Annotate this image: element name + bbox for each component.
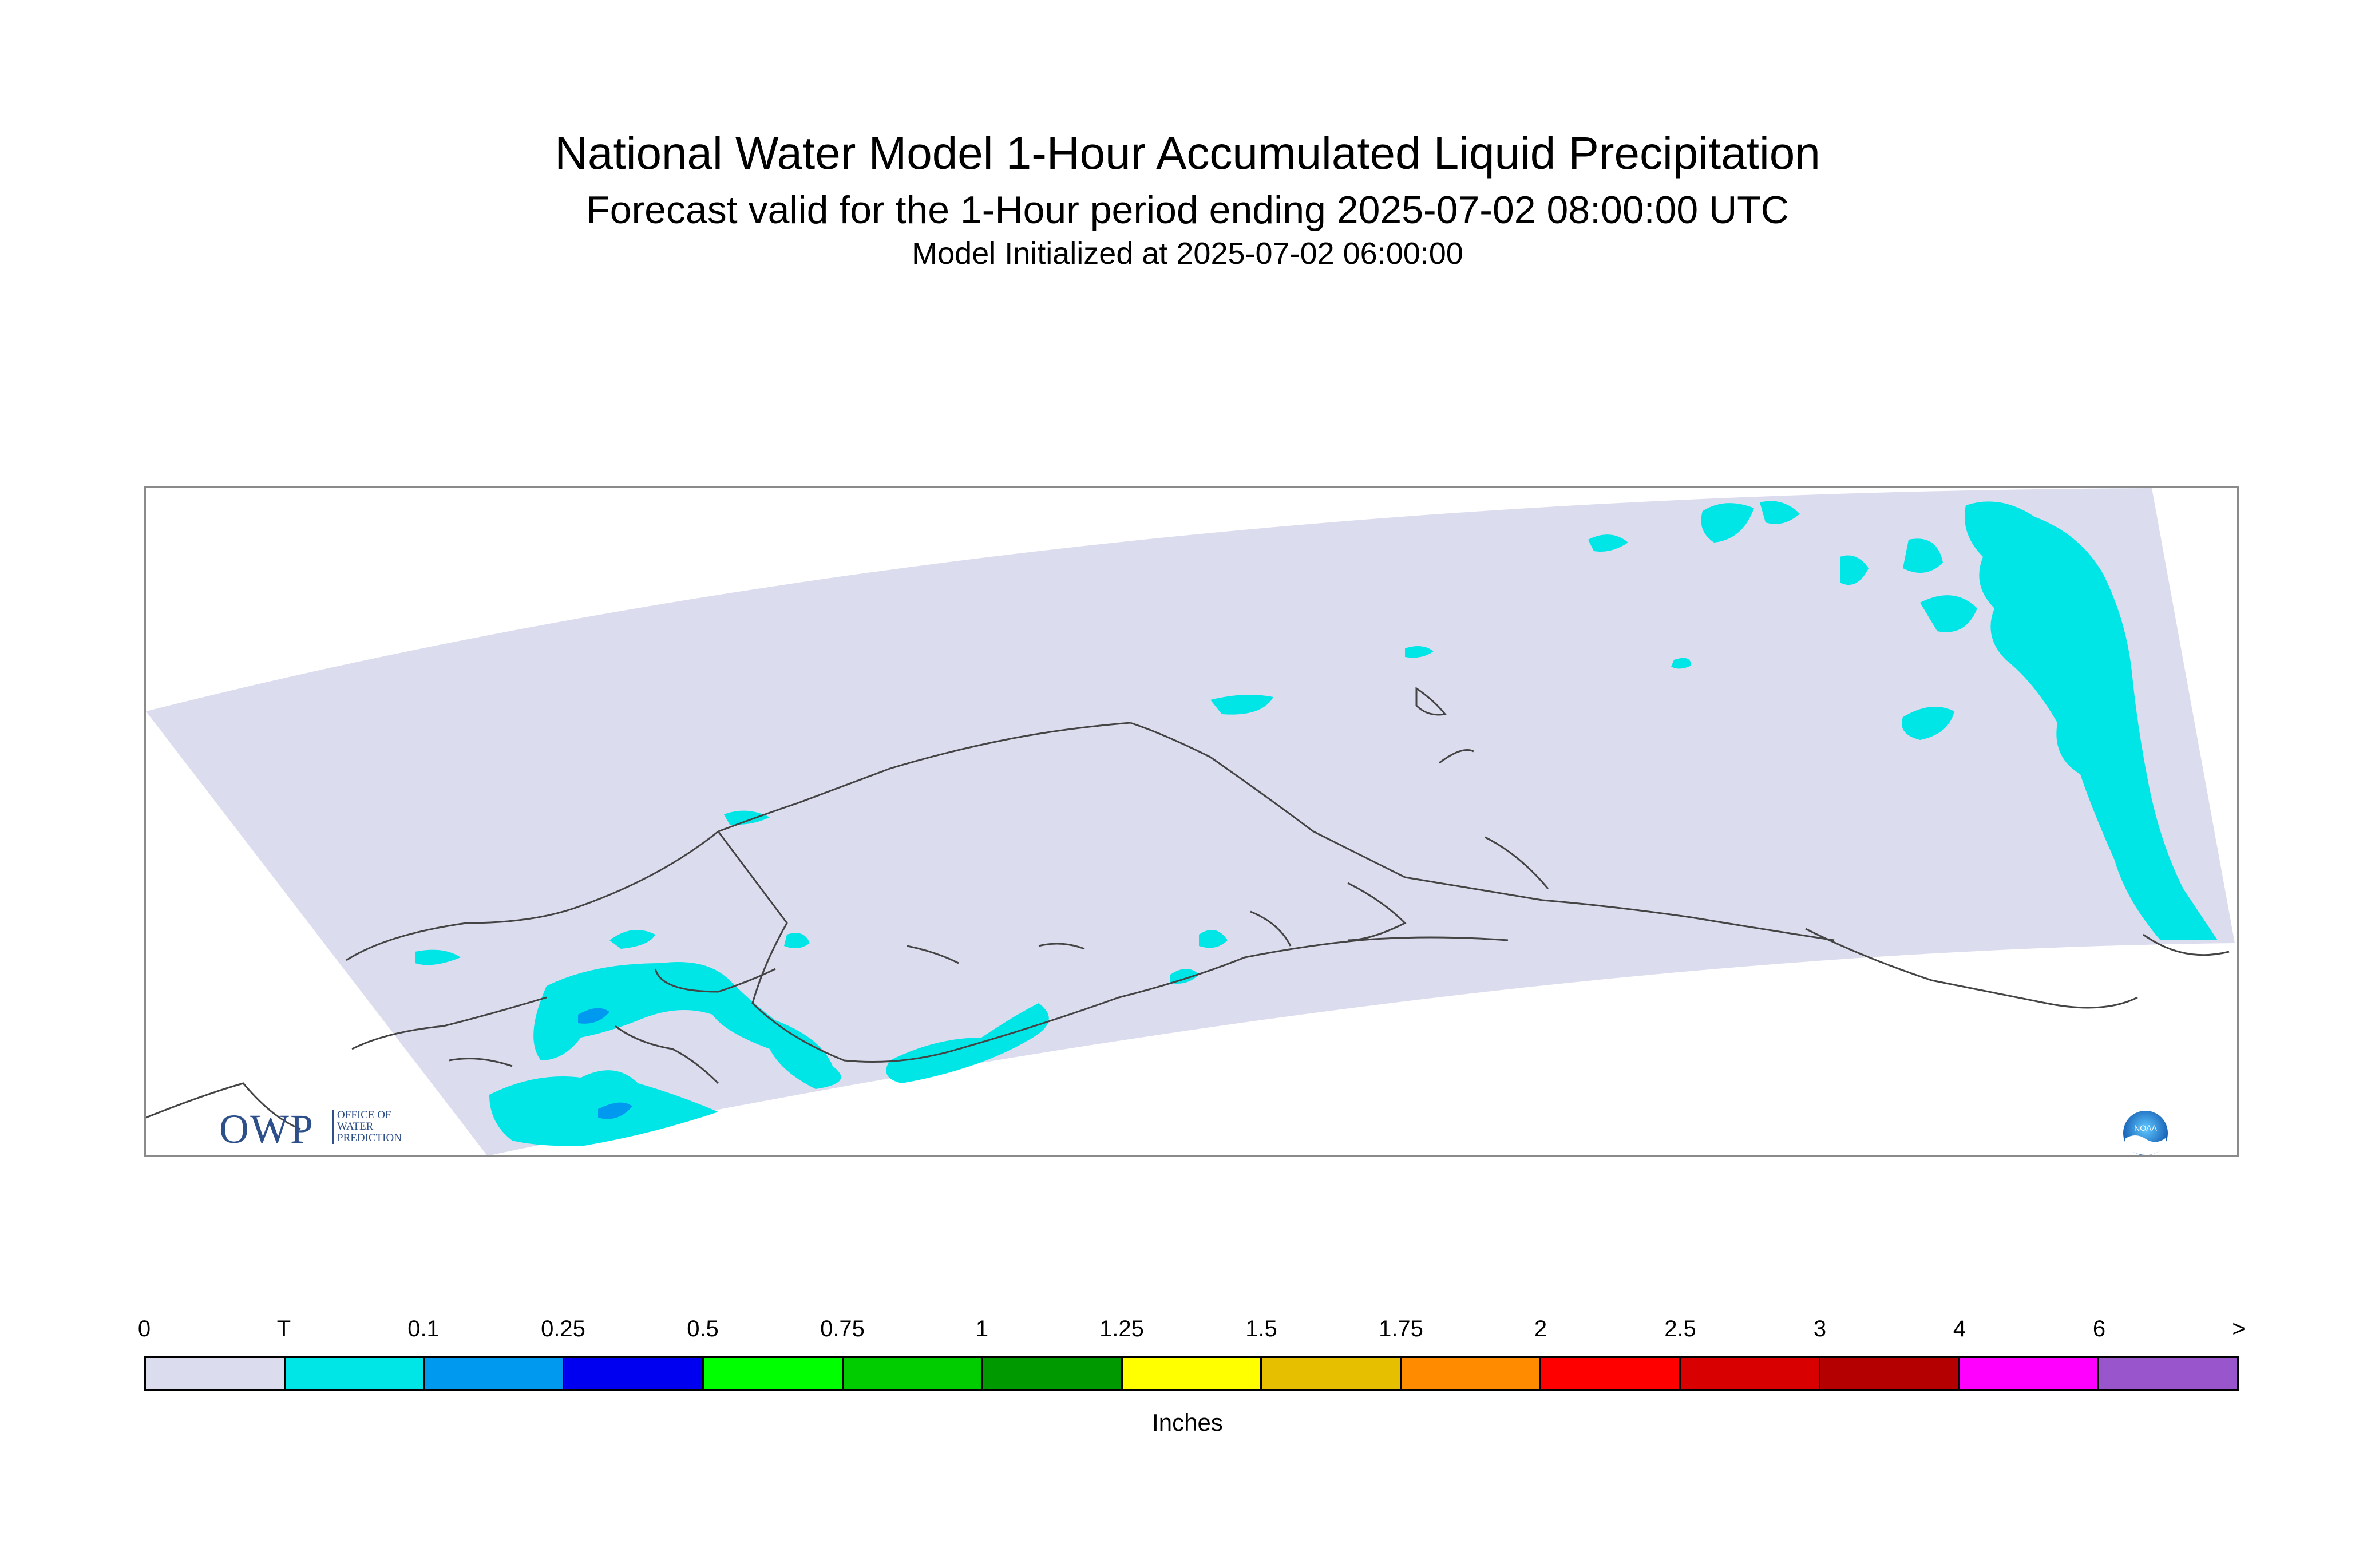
legend-swatch-8	[1262, 1358, 1402, 1389]
forecast-period: Forecast valid for the 1-Hour period end…	[586, 188, 1789, 232]
legend-label-1: T	[276, 1316, 291, 1341]
noaa-icon: NOAA	[2121, 1109, 2170, 1155]
model-domain	[146, 488, 2235, 1155]
owp-logo: OWP OFFICE OF WATER PREDICTION	[219, 1106, 425, 1152]
legend-label-12: 3	[1813, 1316, 1827, 1341]
legend-swatch-12	[1820, 1358, 1960, 1389]
legend-label-10: 2	[1534, 1316, 1547, 1341]
legend-label-2: 0.1	[407, 1316, 440, 1341]
precip-cells	[415, 501, 2218, 1146]
model-init-time: Model Initialized at 2025-07-02 06:00:00	[912, 236, 1463, 271]
legend-swatch-13	[1960, 1358, 2100, 1389]
legend-swatch-5	[843, 1358, 983, 1389]
legend-label-14: 6	[2092, 1316, 2106, 1341]
owp-logo-subtitle: OFFICE OF WATER PREDICTION	[332, 1110, 423, 1144]
coastlines	[146, 687, 2230, 1130]
owp-logo-text: OWP	[219, 1106, 314, 1152]
legend-label-9: 1.75	[1379, 1316, 1423, 1341]
precipitation-map: OWP OFFICE OF WATER PREDICTION NOAA	[144, 486, 2239, 1157]
noaa-logo-text: NOAA	[2134, 1123, 2157, 1133]
legend-label-0: 0	[137, 1316, 151, 1341]
precipitation-legend	[144, 1356, 2239, 1391]
legend-label-3: 0.25	[541, 1316, 585, 1341]
legend-swatch-9	[1402, 1358, 1541, 1389]
legend-label-13: 4	[1953, 1316, 1966, 1341]
map-title: National Water Model 1-Hour Accumulated …	[555, 128, 1820, 179]
legend-swatch-11	[1680, 1358, 1820, 1389]
legend-label-6: 1	[975, 1316, 989, 1341]
legend-label-5: 0.75	[820, 1316, 865, 1341]
legend-label-11: 2.5	[1664, 1316, 1696, 1341]
legend-swatch-3	[564, 1358, 704, 1389]
legend-labels: 0 T 0.1 0.25 0.5 0.75 1 1.25 1.5 1.75 2 2.5 3 4 6 >	[0, 1316, 2375, 1351]
legend-label-4: 0.5	[687, 1316, 719, 1341]
legend-swatch-1	[285, 1358, 425, 1389]
map-canvas	[146, 488, 2235, 1155]
legend-swatch-7	[1122, 1358, 1262, 1389]
legend-label-8: 1.5	[1245, 1316, 1277, 1341]
legend-swatch-4	[704, 1358, 844, 1389]
legend-swatch-6	[983, 1358, 1123, 1389]
precip-cells-0.1	[578, 1008, 632, 1119]
legend-units: Inches	[1152, 1409, 1223, 1436]
legend-swatch-0	[146, 1358, 286, 1389]
legend-swatch-2	[425, 1358, 565, 1389]
legend-swatch-10	[1541, 1358, 1681, 1389]
legend-swatch-14	[2099, 1358, 2237, 1389]
legend-label-7: 1.25	[1099, 1316, 1144, 1341]
legend-label-15: >	[2232, 1316, 2246, 1341]
